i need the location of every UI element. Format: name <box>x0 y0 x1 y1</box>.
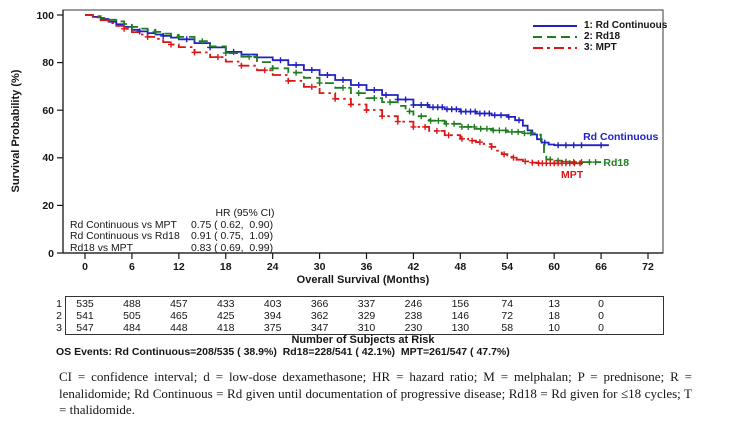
risk-count-arm1-m48: 156 <box>451 298 470 310</box>
y-tick-label: 100 <box>36 9 54 22</box>
risk-count-arm3-m66: 0 <box>598 322 604 334</box>
risk-row-label-3: 3 <box>56 322 62 334</box>
risk-count-arm3-m30: 347 <box>310 322 329 334</box>
risk-count-arm2-m18: 425 <box>216 310 235 322</box>
hr-comparison-label: Rd18 vs MPT <box>70 242 133 254</box>
x-tick-label: 18 <box>219 261 232 273</box>
risk-count-arm3-m0: 547 <box>76 322 94 334</box>
y-tick-label: 80 <box>42 57 54 70</box>
risk-count-arm1-m66: 0 <box>598 298 604 310</box>
risk-count-arm1-m30: 366 <box>310 298 329 310</box>
legend-item-rd-continuous: 1: Rd Continuous <box>533 20 667 31</box>
x-tick-label: 30 <box>313 261 326 273</box>
risk-count-arm3-m48: 130 <box>451 322 470 334</box>
risk-count-arm2-m0: 541 <box>76 310 94 322</box>
censor-marks-rd_continuous <box>136 28 605 149</box>
risk-count-arm2-m6: 505 <box>123 310 141 322</box>
y-tick-label: 20 <box>42 199 54 212</box>
risk-row-label-2: 2 <box>56 310 62 322</box>
legend-line-swatch-rd18 <box>533 35 577 38</box>
hr-comparison-label: Rd Continuous vs MPT <box>70 219 177 231</box>
x-axis-label: Overall Survival (Months) <box>296 274 430 286</box>
hr-value: 0.75 ( 0.62, 0.90) <box>191 219 274 231</box>
legend-label-mpt: 3: MPT <box>584 42 617 53</box>
risk-count-arm2-m48: 146 <box>451 310 470 322</box>
hr-value: 0.83 ( 0.69, 0.99) <box>191 242 274 254</box>
legend-item-mpt: 3: MPT <box>533 42 667 53</box>
hr-row-rdcont-vs-mpt: Rd Continuous vs MPT 0.75 ( 0.62, 0.90) <box>70 220 299 232</box>
x-tick-label: 24 <box>266 261 279 273</box>
x-tick-label: 48 <box>454 261 467 273</box>
x-tick-label: 36 <box>360 261 373 273</box>
risk-count-arm3-m60: 10 <box>548 322 560 334</box>
curve-end-label-mpt: MPT <box>561 169 584 182</box>
x-tick-label: 72 <box>642 261 654 273</box>
curve-end-label-rd18: Rd18 <box>603 156 630 169</box>
risk-count-arm1-m42: 246 <box>404 298 423 310</box>
risk-count-arm3-m18: 418 <box>216 322 235 334</box>
survival-chart-canvas <box>57 9 664 259</box>
risk-count-arm3-m36: 310 <box>357 322 376 334</box>
legend-line-swatch-rd-continuous <box>533 24 577 27</box>
risk-count-arm2-m30: 362 <box>310 310 329 322</box>
risk-count-arm3-m24: 375 <box>263 322 282 334</box>
risk-count-arm1-m12: 457 <box>170 298 188 310</box>
risk-count-arm1-m36: 337 <box>357 298 376 310</box>
y-tick-label: 60 <box>42 104 54 117</box>
x-tick-label: 60 <box>548 261 560 273</box>
hr-row-rdcont-vs-rd18: Rd Continuous vs Rd18 0.91 ( 0.75, 1.09) <box>70 231 299 243</box>
legend-item-rd18: 2: Rd18 <box>533 31 667 42</box>
risk-table-title: Number of Subjects at Risk <box>291 334 435 346</box>
risk-count-arm3-m54: 58 <box>501 322 514 334</box>
x-tick-label: 66 <box>595 261 607 273</box>
hr-value: 0.91 ( 0.75, 1.09) <box>191 231 274 243</box>
hr-header: HR (95% CI) <box>215 208 275 219</box>
os-events-summary: OS Events: Rd Continuous=208/535 ( 38.9%… <box>56 346 510 358</box>
risk-count-arm1-m0: 535 <box>76 298 94 310</box>
y-tick-label: 40 <box>42 152 54 165</box>
risk-count-arm3-m6: 484 <box>123 322 141 334</box>
risk-count-arm1-m24: 403 <box>263 298 282 310</box>
x-tick-label: 54 <box>501 261 514 273</box>
risk-count-arm1-m18: 433 <box>216 298 235 310</box>
risk-count-arm2-m24: 394 <box>263 310 282 322</box>
subjects-at-risk-box <box>65 296 664 335</box>
legend-label-rd18: 2: Rd18 <box>584 31 621 42</box>
legend-label-rd-continuous: 1: Rd Continuous <box>584 20 668 31</box>
risk-count-arm1-m60: 13 <box>548 298 560 310</box>
risk-count-arm3-m42: 230 <box>404 322 423 334</box>
km-curve-rd18 <box>85 14 602 163</box>
footnote-abbreviations: CI = confidence interval; d = low-dose d… <box>59 369 692 417</box>
y-axis-label: Survival Probability (%) <box>10 69 22 193</box>
x-tick-label: 6 <box>128 261 135 273</box>
risk-count-arm2-m60: 18 <box>548 310 560 322</box>
legend: 1: Rd Continuous 2: Rd18 3: MPT <box>533 20 667 53</box>
risk-count-arm2-m66: 0 <box>598 310 604 322</box>
curve-end-label-rd_continuous: Rd Continuous <box>583 130 659 143</box>
y-tick-label: 0 <box>48 247 54 260</box>
risk-count-arm1-m6: 488 <box>123 298 141 310</box>
x-tick-label: 0 <box>82 261 88 273</box>
risk-count-arm2-m42: 238 <box>404 310 423 322</box>
hazard-ratio-annotation: HR (95% CI) Rd Continuous vs MPT 0.75 ( 0… <box>70 208 299 254</box>
x-tick-label: 42 <box>407 261 420 273</box>
censor-marks-mpt <box>121 25 583 167</box>
censor-marks-rd18 <box>128 23 599 166</box>
hr-comparison-label: Rd Continuous vs Rd18 <box>70 231 180 243</box>
risk-count-arm2-m36: 329 <box>357 310 376 322</box>
hr-row-rd18-vs-mpt: Rd18 vs MPT 0.83 ( 0.69, 0.99) <box>70 243 299 255</box>
risk-count-arm1-m54: 74 <box>501 298 514 310</box>
x-tick-label: 12 <box>172 261 185 273</box>
risk-count-arm2-m54: 72 <box>501 310 514 322</box>
risk-row-label-1: 1 <box>56 298 62 310</box>
km-curve-mpt <box>85 14 586 165</box>
legend-line-swatch-mpt <box>533 46 577 49</box>
risk-count-arm3-m12: 448 <box>170 322 188 334</box>
risk-count-arm2-m12: 465 <box>170 310 188 322</box>
